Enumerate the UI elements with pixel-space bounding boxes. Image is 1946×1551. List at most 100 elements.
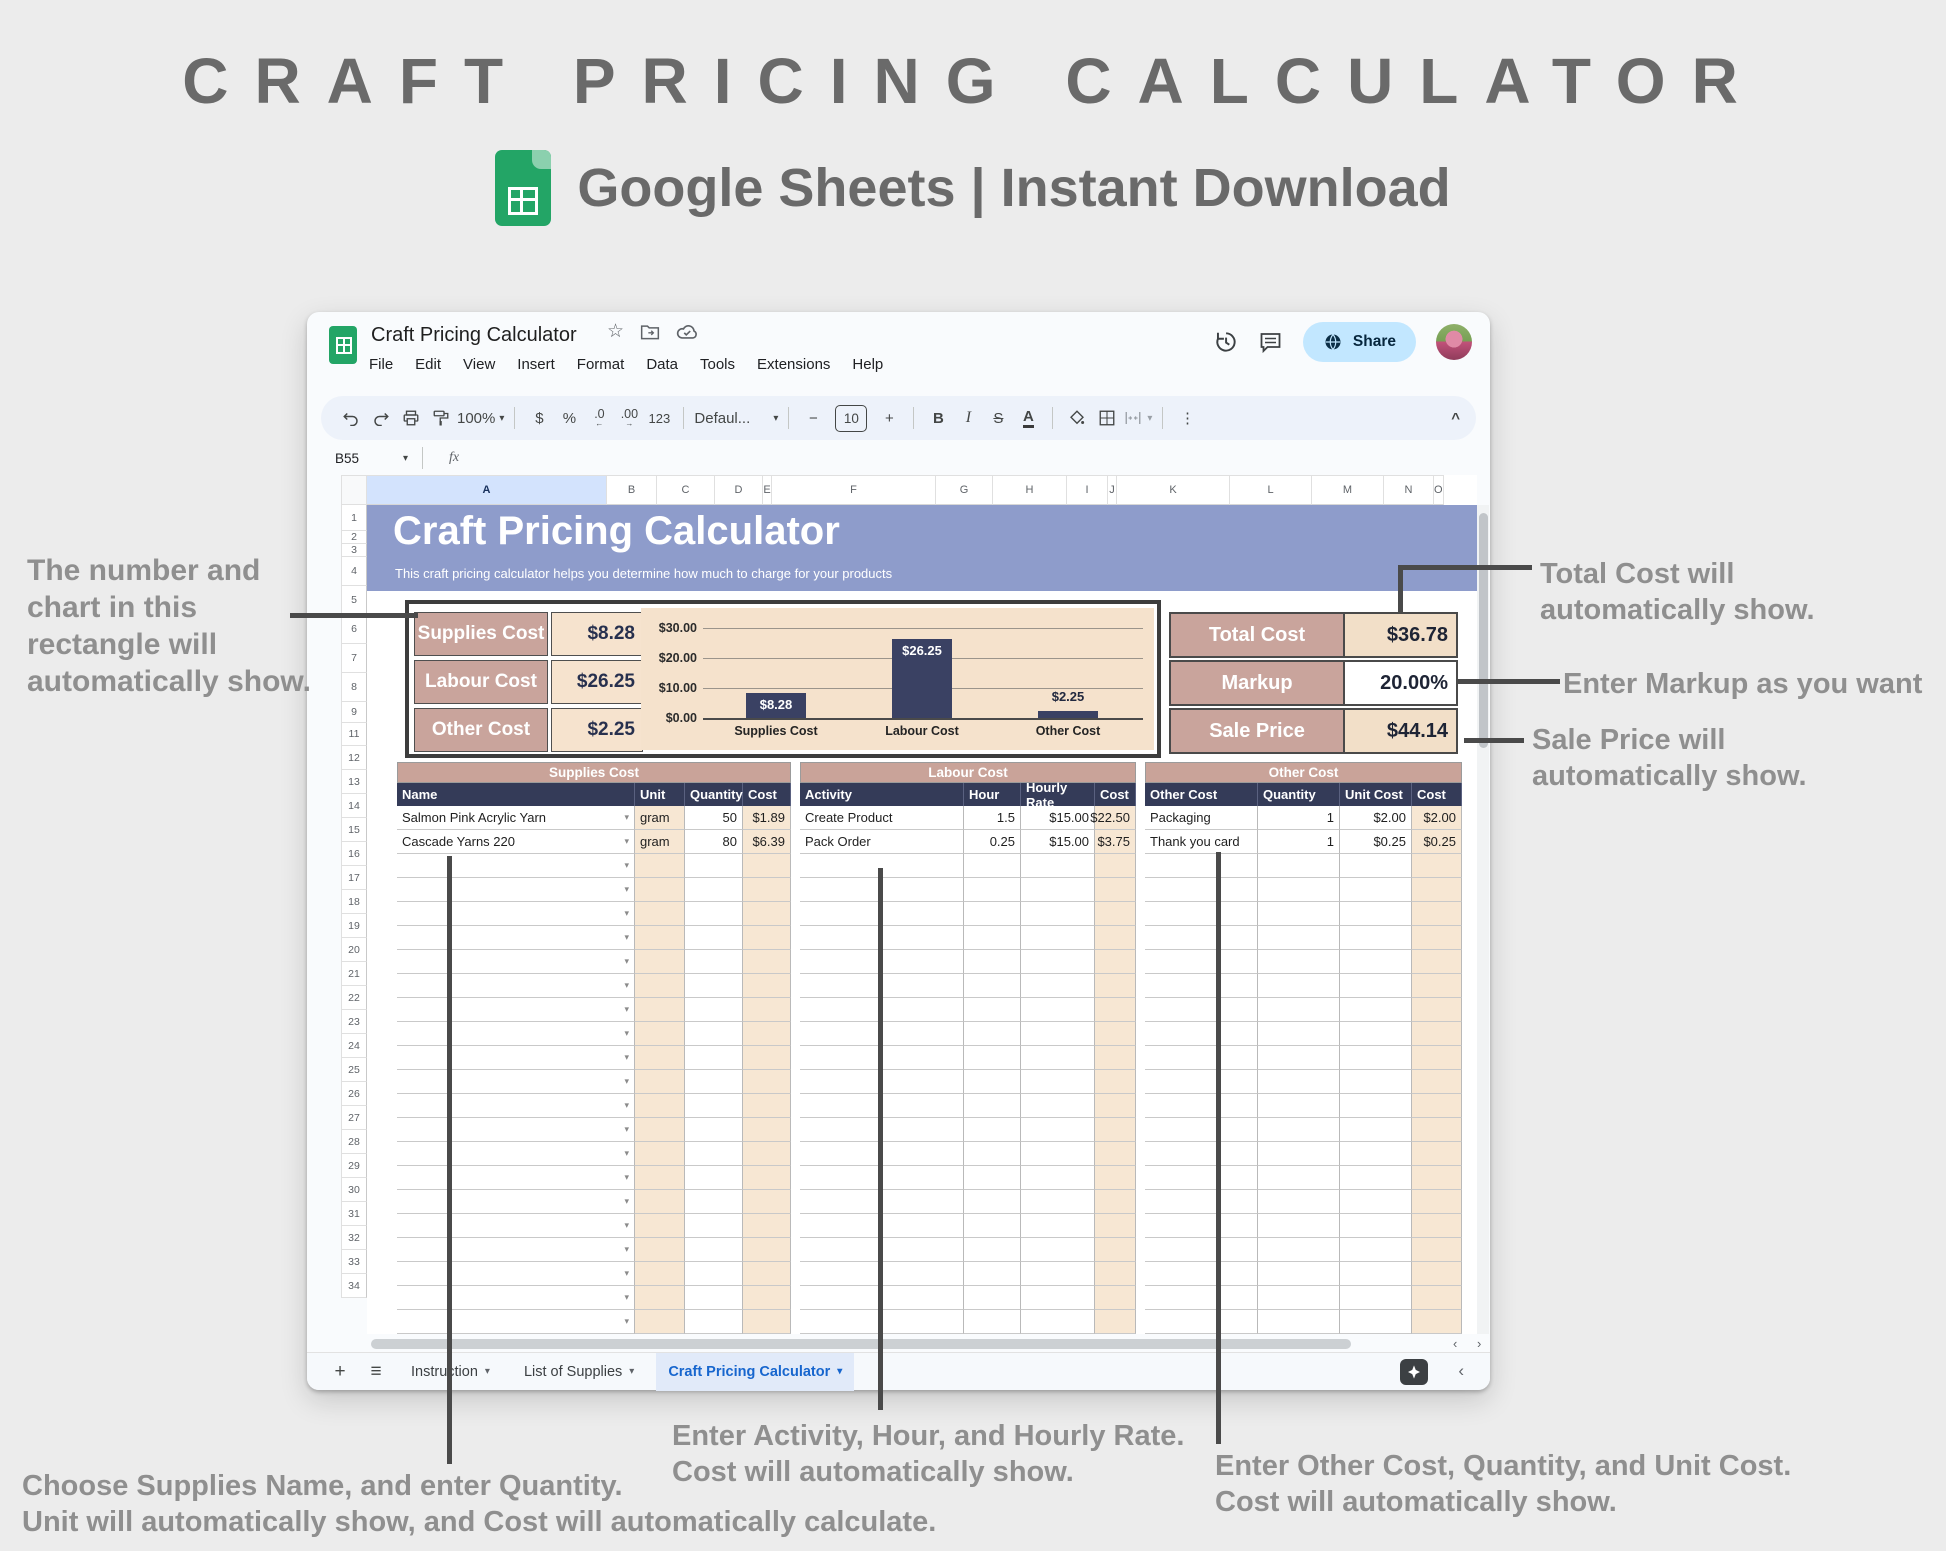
move-folder-icon[interactable] xyxy=(640,323,660,341)
row-header[interactable]: 2 xyxy=(341,531,367,544)
quantity-cell[interactable]: 80 xyxy=(685,830,743,854)
collapse-toolbar-icon[interactable]: ^ xyxy=(1451,409,1460,427)
quantity-cell[interactable] xyxy=(1258,1310,1340,1334)
vertical-scrollbar-thumb[interactable] xyxy=(1478,513,1488,748)
avatar[interactable] xyxy=(1436,324,1472,360)
row-header[interactable]: 31 xyxy=(341,1202,367,1226)
activity-cell[interactable]: Pack Order xyxy=(800,830,964,854)
column-header[interactable]: I xyxy=(1067,475,1108,505)
row-header[interactable]: 15 xyxy=(341,818,367,842)
supplies-name-cell[interactable]: ▾ xyxy=(397,950,635,974)
sparkle-icon[interactable] xyxy=(1400,1359,1428,1385)
quantity-cell[interactable] xyxy=(1258,1262,1340,1286)
other-cost-name-cell[interactable] xyxy=(1145,926,1258,950)
unit-cost-cell[interactable] xyxy=(1340,926,1412,950)
row-header[interactable]: 12 xyxy=(341,746,367,770)
supplies-name-cell[interactable]: ▾ xyxy=(397,878,635,902)
activity-cell[interactable]: Create Product xyxy=(800,806,964,830)
hide-tabs-chevron-icon[interactable]: ‹ xyxy=(1458,1361,1464,1380)
unit-cost-cell[interactable] xyxy=(1340,1094,1412,1118)
hourly-rate-cell[interactable] xyxy=(1021,1238,1095,1262)
row-header[interactable]: 17 xyxy=(341,866,367,890)
row-header[interactable]: 6 xyxy=(341,615,367,644)
column-header[interactable]: E xyxy=(763,475,772,505)
row-header[interactable]: 18 xyxy=(341,890,367,914)
quantity-cell[interactable] xyxy=(1258,1070,1340,1094)
hourly-rate-cell[interactable] xyxy=(1021,1286,1095,1310)
markup-value[interactable]: 20.00% xyxy=(1345,662,1456,704)
column-header[interactable]: H xyxy=(993,475,1067,505)
hour-cell[interactable] xyxy=(964,1190,1021,1214)
supplies-name-cell[interactable]: ▾ xyxy=(397,1190,635,1214)
row-header[interactable]: 1 xyxy=(341,505,367,531)
quantity-cell[interactable] xyxy=(685,1094,743,1118)
horizontal-scrollbar-thumb[interactable] xyxy=(371,1339,1351,1349)
hour-cell[interactable]: 1.5 xyxy=(964,806,1021,830)
quantity-cell[interactable] xyxy=(685,1214,743,1238)
borders-icon[interactable] xyxy=(1093,403,1121,433)
column-header[interactable]: G xyxy=(936,475,993,505)
format-percent-button[interactable]: % xyxy=(562,409,577,427)
hourly-rate-cell[interactable] xyxy=(1021,1262,1095,1286)
unit-cost-cell[interactable] xyxy=(1340,1310,1412,1334)
row-header[interactable]: 24 xyxy=(341,1034,367,1058)
row-header[interactable]: 5 xyxy=(341,586,367,615)
increase-decimal-button[interactable]: .00 → xyxy=(620,406,639,429)
quantity-cell[interactable] xyxy=(685,1262,743,1286)
hourly-rate-cell[interactable] xyxy=(1021,1022,1095,1046)
row-header[interactable]: 20 xyxy=(341,938,367,962)
zoom-select[interactable]: 100% ▾ xyxy=(457,409,505,427)
comment-icon[interactable] xyxy=(1258,330,1283,354)
other-cost-name-cell[interactable]: Packaging xyxy=(1145,806,1258,830)
hourly-rate-cell[interactable] xyxy=(1021,974,1095,998)
hourly-rate-cell[interactable] xyxy=(1021,1310,1095,1334)
supplies-name-cell[interactable]: ▾ xyxy=(397,1142,635,1166)
menu-item[interactable]: Tools xyxy=(700,356,736,373)
row-header[interactable]: 16 xyxy=(341,842,367,866)
hourly-rate-cell[interactable] xyxy=(1021,926,1095,950)
column-header[interactable]: O xyxy=(1434,475,1444,505)
other-cost-name-cell[interactable] xyxy=(1145,854,1258,878)
row-header[interactable]: 21 xyxy=(341,962,367,986)
horizontal-scrollbar[interactable] xyxy=(367,1338,1447,1350)
supplies-name-cell[interactable]: ▾ xyxy=(397,1310,635,1334)
supplies-name-cell[interactable]: ▾ xyxy=(397,1166,635,1190)
quantity-cell[interactable] xyxy=(685,1118,743,1142)
hour-cell[interactable] xyxy=(964,1022,1021,1046)
supplies-name-cell[interactable]: ▾ xyxy=(397,854,635,878)
other-cost-name-cell[interactable] xyxy=(1145,1142,1258,1166)
unit-cost-cell[interactable]: $0.25 xyxy=(1340,830,1412,854)
hour-cell[interactable] xyxy=(964,854,1021,878)
row-header[interactable]: 11 xyxy=(341,723,367,746)
quantity-cell[interactable] xyxy=(1258,1022,1340,1046)
unit-cost-cell[interactable] xyxy=(1340,1070,1412,1094)
supplies-name-cell[interactable]: ▾ xyxy=(397,974,635,998)
other-cost-name-cell[interactable] xyxy=(1145,1118,1258,1142)
hourly-rate-cell[interactable] xyxy=(1021,878,1095,902)
quantity-cell[interactable] xyxy=(685,1142,743,1166)
decrease-font-size-button[interactable]: − xyxy=(809,409,818,427)
menu-item[interactable]: File xyxy=(369,356,394,373)
hourly-rate-cell[interactable]: $15.00 xyxy=(1021,806,1095,830)
supplies-name-cell[interactable]: ▾ xyxy=(397,902,635,926)
unit-cost-cell[interactable] xyxy=(1340,1214,1412,1238)
quantity-cell[interactable] xyxy=(1258,878,1340,902)
increase-font-size-button[interactable]: + xyxy=(885,409,894,427)
hour-cell[interactable] xyxy=(964,1286,1021,1310)
other-cost-name-cell[interactable] xyxy=(1145,1238,1258,1262)
quantity-cell[interactable] xyxy=(1258,1190,1340,1214)
menu-item[interactable]: Extensions xyxy=(757,356,831,373)
unit-cost-cell[interactable] xyxy=(1340,1166,1412,1190)
supplies-name-cell[interactable]: ▾ xyxy=(397,1238,635,1262)
quantity-cell[interactable] xyxy=(1258,950,1340,974)
hourly-rate-cell[interactable] xyxy=(1021,854,1095,878)
quantity-cell[interactable]: 1 xyxy=(1258,830,1340,854)
select-all-corner[interactable] xyxy=(341,475,367,505)
hour-cell[interactable] xyxy=(964,902,1021,926)
quantity-cell[interactable] xyxy=(1258,1094,1340,1118)
column-header[interactable]: D xyxy=(715,475,763,505)
row-header[interactable]: 4 xyxy=(341,557,367,586)
unit-cost-cell[interactable] xyxy=(1340,1190,1412,1214)
fill-color-icon[interactable] xyxy=(1063,403,1091,433)
row-header[interactable]: 19 xyxy=(341,914,367,938)
